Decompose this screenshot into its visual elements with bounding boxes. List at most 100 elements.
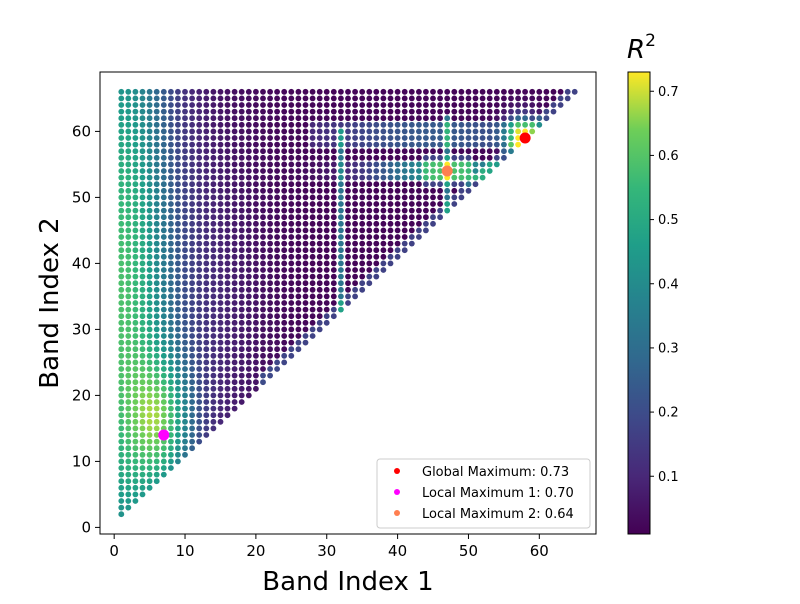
scatter-point xyxy=(465,115,472,122)
scatter-point xyxy=(196,405,203,412)
scatter-point xyxy=(175,267,181,273)
colorbar-ticks: 0.10.20.30.40.50.60.7 xyxy=(650,85,679,485)
scatter-point xyxy=(493,128,500,135)
scatter-point xyxy=(125,135,132,141)
scatter-point xyxy=(182,161,188,168)
scatter-point xyxy=(281,359,288,366)
scatter-point xyxy=(175,438,181,445)
scatter-point xyxy=(323,313,330,320)
scatter-point xyxy=(345,187,351,194)
scatter-point xyxy=(125,207,132,214)
scatter-point xyxy=(139,333,146,339)
scatter-point xyxy=(274,326,280,333)
scatter-point xyxy=(189,168,196,174)
scatter-point xyxy=(168,102,174,108)
scatter-point xyxy=(125,379,132,386)
scatter-point xyxy=(501,95,507,102)
scatter-point xyxy=(288,141,295,148)
scatter-point xyxy=(139,108,146,115)
scatter-point xyxy=(472,181,479,188)
scatter-point xyxy=(323,187,330,194)
scatter-point xyxy=(529,128,536,135)
scatter-point xyxy=(238,300,245,306)
scatter-point xyxy=(203,128,210,135)
scatter-point xyxy=(238,220,245,227)
scatter-point xyxy=(316,154,323,161)
scatter-point xyxy=(118,313,125,320)
scatter-point xyxy=(245,161,252,168)
scatter-point xyxy=(323,181,330,188)
scatter-point xyxy=(267,306,273,313)
scatter-point xyxy=(330,247,337,254)
scatter-point xyxy=(217,372,224,379)
scatter-point xyxy=(274,234,280,240)
scatter-point xyxy=(288,286,295,293)
legend-label: Local Maximum 1: 0.70 xyxy=(422,486,574,501)
scatter-point xyxy=(515,88,521,95)
scatter-point xyxy=(486,128,493,135)
scatter-point xyxy=(132,121,139,128)
scatter-point xyxy=(125,484,132,491)
scatter-point xyxy=(295,253,302,260)
scatter-point xyxy=(125,339,132,346)
scatter-point xyxy=(118,108,125,115)
scatter-point xyxy=(168,247,174,254)
scatter-point xyxy=(160,412,167,419)
scatter-point xyxy=(267,95,273,102)
scatter-point xyxy=(281,293,288,300)
scatter-point xyxy=(451,174,458,181)
scatter-point xyxy=(295,280,302,287)
scatter-point xyxy=(373,115,380,122)
scatter-point xyxy=(139,227,146,234)
scatter-point xyxy=(132,465,139,471)
scatter-point xyxy=(231,326,238,333)
scatter-point xyxy=(316,227,323,234)
scatter-point xyxy=(309,247,316,254)
scatter-point xyxy=(139,161,146,168)
scatter-point xyxy=(465,141,472,148)
scatter-point xyxy=(182,372,188,379)
scatter-point xyxy=(408,220,415,227)
scatter-point xyxy=(338,181,344,188)
scatter-point xyxy=(267,346,273,353)
scatter-point xyxy=(175,220,181,227)
scatter-point xyxy=(274,141,280,148)
scatter-point xyxy=(118,88,125,95)
scatter-point xyxy=(245,168,252,174)
scatter-point xyxy=(479,95,486,102)
scatter-point xyxy=(189,445,196,452)
scatter-point xyxy=(175,227,181,234)
scatter-point xyxy=(189,181,196,188)
scatter-point xyxy=(146,379,153,386)
scatter-point xyxy=(196,339,203,346)
scatter-point xyxy=(359,207,366,214)
scatter-point xyxy=(380,220,387,227)
scatter-point xyxy=(345,108,351,115)
scatter-point xyxy=(175,333,181,339)
scatter-point xyxy=(281,168,288,174)
scatter-point xyxy=(196,412,203,419)
scatter-point xyxy=(160,465,167,471)
scatter-point xyxy=(302,247,309,254)
scatter-point xyxy=(210,267,217,273)
scatter-point xyxy=(486,95,493,102)
scatter-point xyxy=(522,88,528,95)
scatter-point xyxy=(224,135,231,141)
scatter-point xyxy=(345,154,351,161)
scatter-point xyxy=(472,168,479,174)
scatter-point xyxy=(168,399,174,405)
scatter-point xyxy=(168,88,174,95)
scatter-point xyxy=(153,412,160,419)
scatter-point xyxy=(295,247,302,254)
scatter-point xyxy=(394,121,401,128)
scatter-point xyxy=(416,181,422,188)
scatter-point xyxy=(295,286,302,293)
scatter-point xyxy=(380,267,387,273)
scatter-point xyxy=(408,148,415,155)
scatter-point xyxy=(366,88,373,95)
colorbar xyxy=(627,71,651,535)
scatter-point xyxy=(345,227,351,234)
scatter-point xyxy=(203,207,210,214)
scatter-point xyxy=(231,181,238,188)
scatter-point xyxy=(238,385,245,392)
